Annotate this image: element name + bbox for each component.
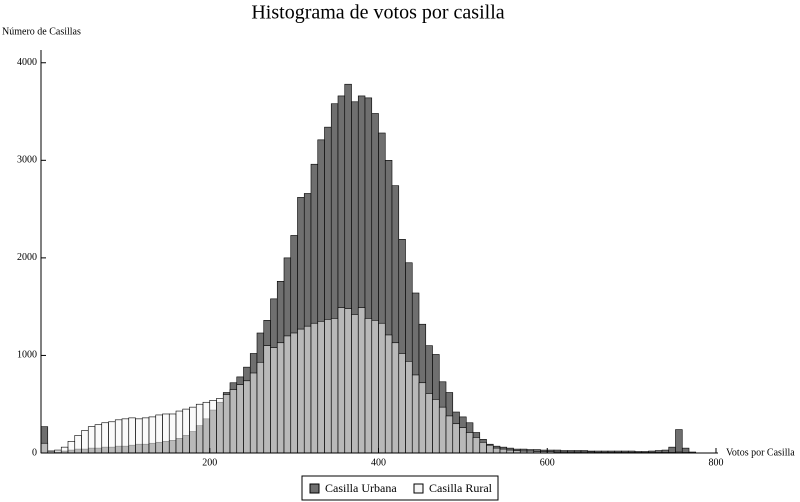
bar xyxy=(411,374,420,454)
bar xyxy=(60,446,69,454)
bar xyxy=(459,427,467,454)
x-tick-label: 400 xyxy=(371,457,386,468)
x-tick-label: 800 xyxy=(709,457,724,468)
bar xyxy=(222,394,231,454)
bar xyxy=(438,406,447,454)
bar xyxy=(128,417,136,454)
bar xyxy=(114,419,123,454)
bar xyxy=(290,332,298,454)
bar xyxy=(195,403,204,454)
bar xyxy=(330,318,339,454)
bars xyxy=(40,83,697,454)
bar xyxy=(121,418,130,454)
bar xyxy=(668,446,676,454)
bar xyxy=(297,328,305,454)
bar xyxy=(378,322,386,454)
bar xyxy=(108,421,116,454)
x-tick-label: 600 xyxy=(540,457,555,468)
bar xyxy=(384,334,393,454)
bar xyxy=(270,347,278,454)
bar xyxy=(479,441,487,454)
bar xyxy=(168,413,177,454)
bar xyxy=(418,382,427,454)
y-tick-label: 0 xyxy=(32,447,37,458)
bar xyxy=(499,448,508,454)
bar xyxy=(405,360,413,454)
legend-swatch xyxy=(309,483,320,494)
bar xyxy=(141,417,150,454)
bar xyxy=(486,444,494,454)
bar xyxy=(472,437,481,454)
bar xyxy=(81,430,89,454)
bar xyxy=(263,345,271,454)
bar xyxy=(101,422,109,454)
y-tick-label: 4000 xyxy=(17,57,37,68)
bar xyxy=(189,406,197,454)
bar xyxy=(364,318,373,454)
legend xyxy=(301,475,499,501)
bar xyxy=(398,353,406,454)
bar xyxy=(465,432,474,454)
bar xyxy=(432,399,440,454)
bar xyxy=(67,440,76,454)
bar xyxy=(310,322,319,454)
x-tick-label: 200 xyxy=(202,457,217,468)
legend-label: Casilla Urbana xyxy=(325,481,397,495)
bar xyxy=(357,307,366,454)
bar xyxy=(283,335,292,454)
bar xyxy=(303,325,312,454)
legend-label: Casilla Rural xyxy=(429,481,493,495)
bar xyxy=(243,380,251,454)
bar xyxy=(40,442,49,454)
y-tick-label: 2000 xyxy=(17,252,37,263)
bar xyxy=(351,314,359,454)
bar xyxy=(135,418,143,454)
bar xyxy=(445,415,454,454)
y-tick-label: 3000 xyxy=(17,155,37,166)
bar xyxy=(236,384,244,454)
bar xyxy=(344,308,352,454)
bar xyxy=(452,423,460,454)
chart-title: Histograma de votos por casilla xyxy=(251,2,504,24)
y-axis-label: Número de Casillas xyxy=(2,26,81,37)
y-tick-label: 1000 xyxy=(17,350,37,361)
bar xyxy=(371,320,379,454)
x-axis-label: Votos por Casilla xyxy=(726,447,795,458)
bar xyxy=(276,342,285,454)
bar xyxy=(492,447,501,454)
legend-swatch xyxy=(413,483,424,494)
bar xyxy=(675,429,683,454)
bar xyxy=(256,361,265,454)
bar xyxy=(337,307,346,454)
bar xyxy=(148,416,157,454)
bar xyxy=(229,389,238,454)
bar xyxy=(209,400,217,454)
bar xyxy=(74,435,82,454)
bar xyxy=(94,424,103,454)
bar xyxy=(175,410,184,454)
bar xyxy=(87,426,96,454)
bar xyxy=(391,342,400,454)
bar xyxy=(249,372,258,454)
bar xyxy=(324,319,332,454)
bar xyxy=(216,398,224,454)
bar xyxy=(202,401,211,454)
bar xyxy=(182,408,190,454)
bar xyxy=(155,414,163,454)
bar xyxy=(317,320,325,454)
bar xyxy=(425,393,433,454)
bar xyxy=(162,413,170,454)
